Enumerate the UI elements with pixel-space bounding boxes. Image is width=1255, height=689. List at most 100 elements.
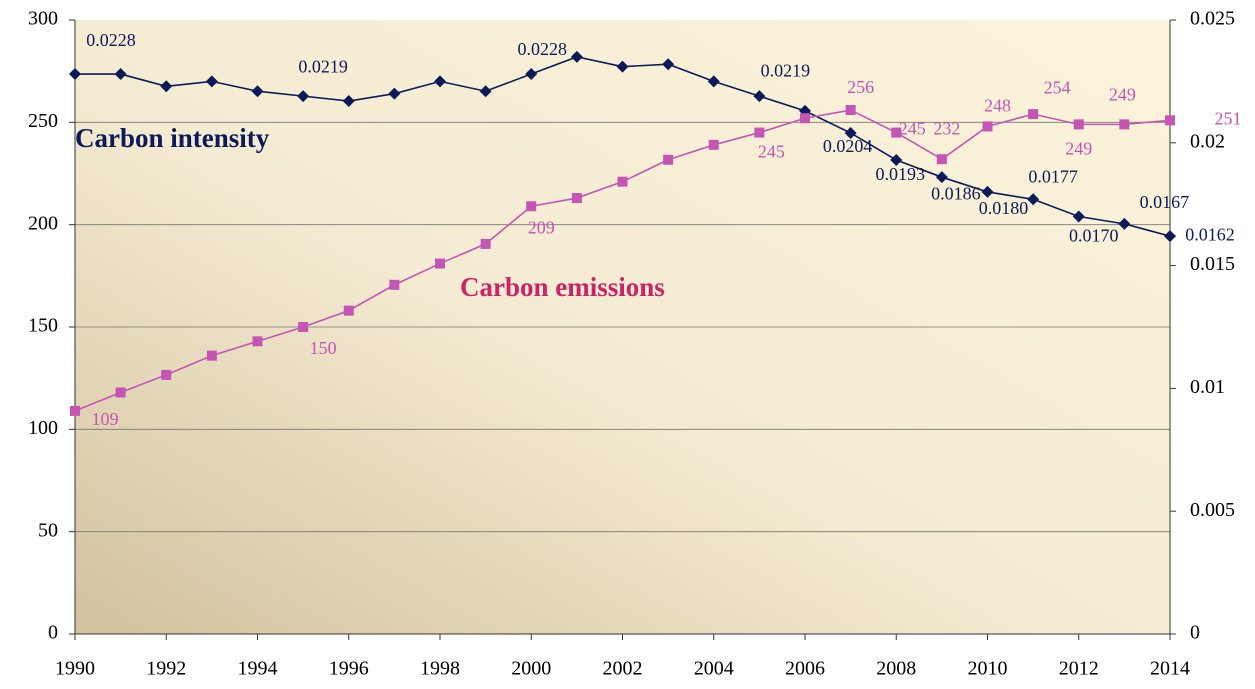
data-label: 0.0170: [1069, 226, 1119, 246]
marker: [161, 369, 172, 380]
data-label: 0.0219: [298, 56, 348, 76]
x-tick-label: 1996: [329, 658, 369, 680]
annotation: Carbon intensity: [75, 123, 270, 153]
x-tick-label: 2004: [694, 658, 734, 680]
x-tick-label: 1990: [55, 658, 95, 680]
data-label: 0.0219: [761, 60, 811, 80]
data-label: 0.0186: [931, 183, 981, 203]
data-label: 249: [1109, 85, 1136, 105]
marker: [297, 90, 310, 103]
data-label: 150: [310, 338, 337, 358]
marker: [754, 127, 765, 138]
marker: [479, 85, 492, 98]
marker: [1027, 193, 1040, 206]
data-label: 251: [1215, 108, 1242, 128]
data-label: 0.0193: [876, 164, 926, 184]
y2-tick-label: 0.02: [1190, 130, 1225, 152]
data-label: 0.0162: [1185, 224, 1235, 244]
data-label: 0.0167: [1140, 192, 1190, 212]
data-label: 0.0204: [823, 136, 873, 156]
marker: [890, 153, 903, 166]
marker: [160, 80, 173, 93]
y2-tick-label: 0.005: [1190, 499, 1235, 521]
marker: [1072, 210, 1085, 223]
y-tick-label: 0: [48, 622, 58, 644]
marker: [708, 139, 719, 150]
y-tick-label: 250: [28, 110, 58, 132]
x-tick-label: 2006: [785, 658, 825, 680]
marker: [114, 68, 127, 81]
marker: [1118, 217, 1131, 230]
marker: [616, 60, 629, 73]
marker: [570, 50, 583, 63]
marker: [891, 127, 902, 138]
data-label: 232: [933, 118, 960, 138]
marker: [1073, 119, 1084, 130]
y-tick-label: 150: [28, 315, 58, 337]
data-label: 248: [984, 96, 1011, 116]
marker: [935, 171, 948, 184]
data-label: 209: [528, 217, 555, 237]
marker: [70, 405, 80, 416]
y2-tick-label: 0.025: [1190, 8, 1235, 30]
marker: [844, 126, 857, 139]
marker: [662, 58, 675, 71]
y-tick-label: 100: [28, 417, 58, 439]
marker: [800, 113, 810, 124]
marker: [343, 305, 354, 316]
marker: [981, 185, 994, 198]
x-tick-label: 2002: [603, 658, 643, 680]
marker: [1119, 119, 1130, 130]
data-label: 0.0177: [1028, 166, 1078, 186]
data-label: 0.0228: [86, 30, 136, 50]
marker: [298, 322, 309, 332]
marker: [753, 90, 766, 103]
data-label: 256: [847, 77, 874, 97]
x-tick-label: 2012: [1059, 658, 1099, 680]
marker: [982, 121, 993, 132]
marker: [571, 193, 582, 204]
marker: [435, 258, 445, 269]
marker: [707, 75, 720, 88]
marker: [480, 238, 491, 249]
y2-tick-label: 0.01: [1190, 376, 1225, 398]
marker: [617, 176, 628, 187]
marker: [526, 201, 537, 212]
marker: [1165, 115, 1175, 126]
marker: [206, 350, 217, 361]
marker: [389, 279, 400, 290]
x-tick-label: 2014: [1150, 658, 1190, 680]
data-label: 245: [758, 142, 785, 162]
marker: [525, 68, 538, 81]
y-tick-label: 200: [28, 212, 58, 234]
marker: [342, 95, 355, 108]
marker: [1164, 230, 1176, 243]
data-label: 245: [899, 119, 926, 139]
x-tick-label: 1992: [146, 658, 186, 680]
y2-tick-label: 0.015: [1190, 253, 1235, 275]
x-tick-label: 1994: [238, 658, 278, 680]
x-tick-label: 2000: [511, 658, 551, 680]
data-label: 254: [1044, 77, 1071, 97]
marker: [936, 154, 947, 165]
x-tick-label: 1998: [420, 658, 460, 680]
marker: [251, 85, 264, 98]
data-label: 249: [1065, 139, 1092, 159]
y2-tick-label: 0: [1190, 622, 1200, 644]
marker: [1028, 109, 1039, 120]
marker: [205, 75, 218, 88]
marker: [69, 68, 81, 81]
annotation: Carbon emissions: [460, 272, 665, 302]
data-label: 0.0180: [979, 198, 1029, 218]
marker: [663, 154, 674, 165]
marker: [252, 336, 263, 347]
marker: [434, 75, 446, 88]
data-label: 109: [92, 409, 119, 429]
data-label: 0.0228: [518, 39, 568, 59]
x-tick-label: 2008: [876, 658, 916, 680]
x-tick-label: 2010: [968, 658, 1008, 680]
y-tick-label: 300: [28, 8, 58, 30]
marker: [845, 105, 856, 116]
y-tick-label: 50: [38, 519, 58, 541]
